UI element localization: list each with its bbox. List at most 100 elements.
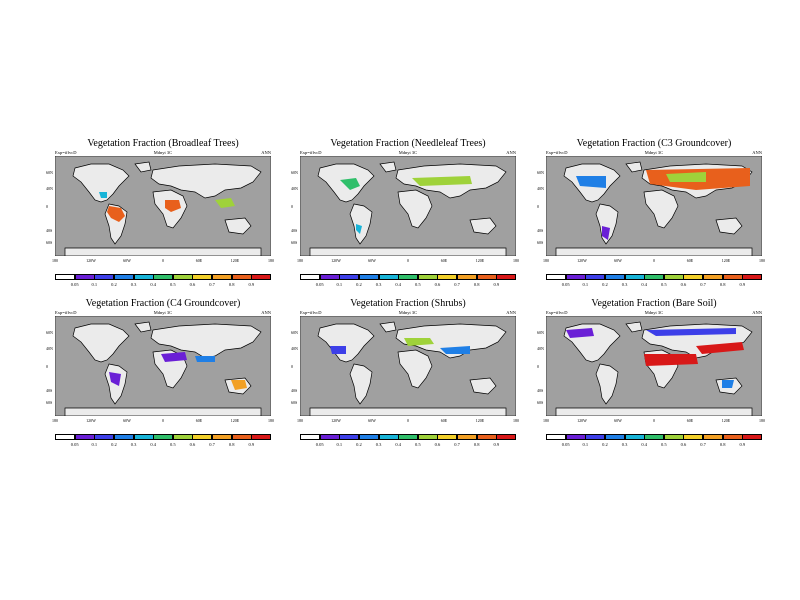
colorbar-swatch	[565, 274, 586, 280]
colorbar-tick-label: 0.8	[473, 442, 480, 447]
latitude-tick-label: 40N	[291, 186, 298, 191]
land-mass	[317, 323, 375, 363]
colorbar-tick-label: 0.6	[434, 442, 441, 447]
colorbar-tick-label: 0.05	[70, 442, 79, 447]
longitude-tick-label: 120W	[577, 418, 587, 423]
colorbar-labels: 0.05 0.1 0.2 0.3 0.4 0.5 0.6 0.7 0.8 0.9	[300, 442, 516, 448]
colorbar-swatch	[358, 434, 379, 440]
colorbar-tick-label: 0.8	[473, 282, 480, 287]
latitude-tick-label: 60N	[291, 330, 298, 335]
latitude-tick-label: 0	[46, 204, 48, 209]
longitude-tick-label: 120E	[230, 258, 240, 263]
colorbar-tick-label: 0.4	[641, 282, 647, 287]
latitude-tick-label: 40N	[46, 186, 53, 191]
colorbar-swatch	[457, 274, 478, 280]
colorbar-tick-label: 0.8	[228, 442, 235, 447]
colorbar-swatch	[644, 274, 665, 280]
colorbar-tick-label: 0.9	[248, 282, 255, 287]
colorbar-swatch	[496, 274, 517, 280]
colorbar-tick-label: 0.2	[356, 442, 362, 447]
map-canvas	[55, 316, 271, 416]
latitude-tick-label: 60S	[46, 400, 53, 405]
colorbar-tick-label: 0.3	[375, 442, 382, 447]
colorbar-tick-label: 0.9	[493, 442, 500, 447]
latitude-tick-label: 40S	[291, 228, 298, 233]
latitude-tick-label: 60S	[291, 240, 298, 245]
land-mass	[134, 161, 152, 173]
colorbar-tick-label: 0.7	[454, 282, 460, 287]
colorbar-tick-label: 0.05	[561, 442, 570, 447]
colorbar-tick-label: 0.6	[680, 282, 687, 287]
colorbar-tick-label: 0.1	[582, 282, 589, 287]
land-mass	[309, 247, 507, 256]
longitude-tick-label: 60W	[123, 418, 131, 423]
map-canvas	[300, 156, 516, 256]
latitude-tick-label: 40S	[291, 388, 298, 393]
colorbar-swatch	[231, 434, 252, 440]
experiment-label: Exp=iffvcD	[55, 150, 77, 155]
colorbar-swatch	[398, 434, 419, 440]
colorbar-swatch	[94, 274, 115, 280]
experiment-label: Exp=iffvcD	[55, 310, 77, 315]
vegetation-fraction-region	[404, 338, 434, 346]
longitude-tick-label: 0	[162, 418, 164, 423]
longitude-tick-label: 180	[759, 418, 765, 423]
colorbar-swatch	[604, 274, 625, 280]
vegetation-fraction-region	[440, 346, 470, 354]
colorbar-swatch	[417, 434, 438, 440]
longitude-tick-label: 60W	[368, 258, 376, 263]
colorbar-labels: 0.05 0.1 0.2 0.3 0.4 0.5 0.6 0.7 0.8 0.9	[55, 442, 271, 448]
longitude-tick-label: 120E	[230, 418, 240, 423]
latitude-tick-label: 40N	[291, 346, 298, 351]
colorbar-swatch	[300, 434, 321, 440]
colorbar-labels: 0.05 0.1 0.2 0.3 0.4 0.5 0.6 0.7 0.8 0.9	[55, 282, 271, 288]
colorbar-swatch	[339, 434, 360, 440]
land-mass	[150, 163, 262, 199]
colorbar-swatch	[703, 434, 724, 440]
vegetation-fraction-region	[356, 224, 362, 234]
panel-title: Vegetation Fraction (Needleleaf Trees)	[330, 138, 486, 149]
colorbar-tick-label: 0.6	[189, 442, 196, 447]
longitude-tick-label: 60E	[686, 418, 694, 423]
longitude-tick-label: 120E	[721, 258, 731, 263]
colorbar-swatch	[378, 274, 399, 280]
colorbar-tick-label: 0.2	[111, 282, 117, 287]
longitude-axis: 180 120W 60W 0 60E 120E 180	[52, 258, 274, 264]
map-panel: Vegetation Fraction (Bare Soil) Exp=iffvc…	[537, 298, 765, 448]
land-mass	[469, 377, 497, 395]
map-panel: Vegetation Fraction (Needleleaf Trees) Ex…	[291, 138, 519, 288]
experiment-label: Exp=iffvcD	[546, 150, 568, 155]
colorbar-tick-label: 0.1	[336, 442, 343, 447]
panel-title: Vegetation Fraction (C3 Groundcover)	[576, 138, 732, 149]
colorbar-swatch	[212, 274, 233, 280]
colorbar-tick-label: 0.1	[336, 282, 343, 287]
longitude-tick-label: 60E	[440, 258, 448, 263]
longitude-tick-label: 180	[52, 418, 58, 423]
colorbar-swatch	[74, 274, 95, 280]
colorbar-swatch	[476, 274, 497, 280]
model-label: Mdnyt 3C	[644, 150, 664, 155]
latitude-tick-label: 0	[537, 204, 539, 209]
colorbar-swatch	[212, 434, 233, 440]
colorbar-swatch	[663, 434, 684, 440]
colorbar	[55, 274, 272, 281]
colorbar	[546, 274, 763, 281]
colorbar-tick-label: 0.05	[561, 282, 570, 287]
latitude-tick-label: 40N	[537, 346, 544, 351]
colorbar-swatch	[722, 434, 743, 440]
longitude-tick-label: 120W	[86, 418, 96, 423]
longitude-tick-label: 60W	[123, 258, 131, 263]
colorbar-swatch	[742, 434, 763, 440]
colorbar-swatch	[585, 274, 606, 280]
colorbar-swatch	[624, 274, 645, 280]
land-mass	[224, 217, 252, 235]
colorbar-labels: 0.05 0.1 0.2 0.3 0.4 0.5 0.6 0.7 0.8 0.9	[300, 282, 516, 288]
colorbar-tick-label: 0.4	[150, 442, 156, 447]
vegetation-fraction-region	[161, 352, 187, 362]
colorbar-tick-label: 0.7	[700, 442, 706, 447]
colorbar-swatch	[742, 274, 763, 280]
colorbar-tick-label: 0.7	[209, 282, 215, 287]
colorbar-swatch	[251, 274, 272, 280]
land-mass	[150, 323, 262, 359]
colorbar-swatch	[585, 434, 606, 440]
